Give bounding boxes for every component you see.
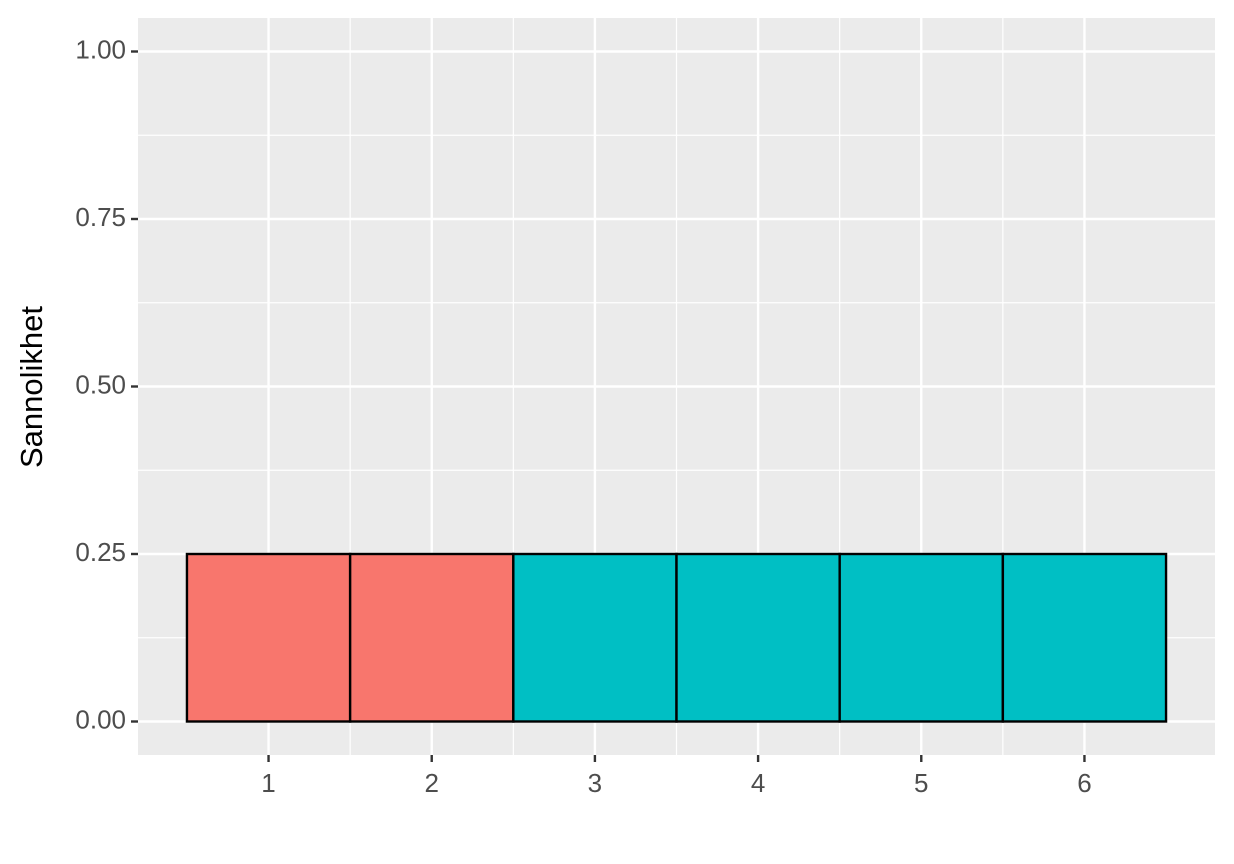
y-tick-label: 0.00 — [75, 704, 126, 734]
x-tick-label: 6 — [1077, 768, 1091, 798]
x-tick-label: 4 — [751, 768, 765, 798]
x-tick-label: 3 — [588, 768, 602, 798]
y-axis-label: Sannolikhet — [14, 306, 49, 468]
bar — [348, 552, 515, 723]
x-tick-label: 2 — [424, 768, 438, 798]
bar — [512, 552, 678, 723]
bar — [675, 552, 841, 723]
y-tick-label: 0.50 — [75, 369, 126, 399]
y-tick-label: 1.00 — [75, 34, 126, 64]
y-tick-label: 0.25 — [75, 537, 126, 567]
bar — [838, 552, 1005, 723]
y-tick-label: 0.75 — [75, 202, 126, 232]
x-tick-label: 5 — [914, 768, 928, 798]
bar — [185, 552, 352, 723]
bar — [1001, 552, 1168, 723]
x-tick-label: 1 — [261, 768, 275, 798]
